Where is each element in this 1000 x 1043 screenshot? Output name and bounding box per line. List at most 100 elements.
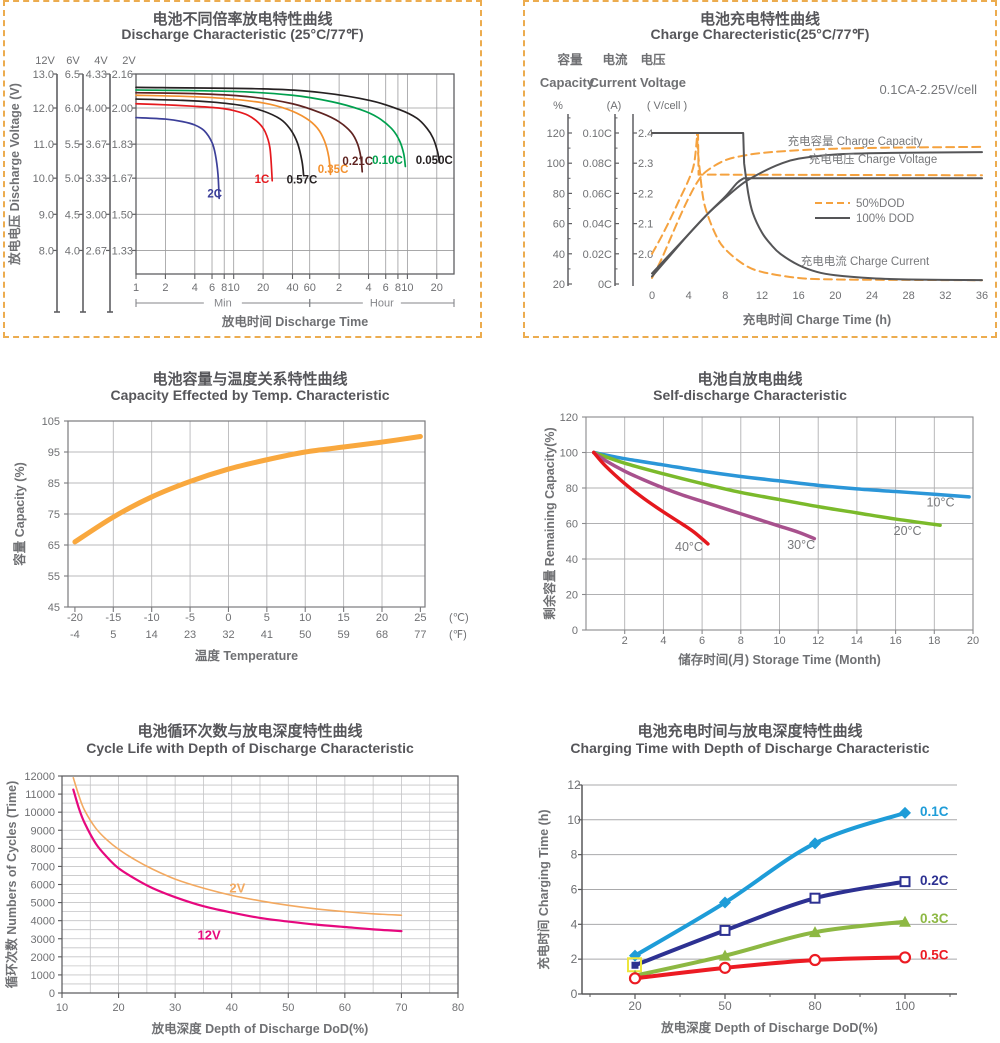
yaxis-tick: 1.33	[112, 245, 133, 257]
y-tick: 4000	[31, 916, 55, 928]
charge-axis-tick: 2.3	[638, 158, 653, 170]
charge-x-tick: 24	[866, 290, 878, 302]
cycle-life-title-en: Cycle Life with Depth of Discharge Chara…	[86, 740, 414, 756]
yaxis-tick: 2.67	[86, 245, 107, 257]
series-10°C	[591, 450, 971, 499]
x-tick-c: 0	[225, 612, 231, 624]
charge-x-tick: 8	[722, 290, 728, 302]
series-label-1C: 1C	[255, 174, 270, 186]
x-tick-f: 23	[184, 629, 196, 641]
series-label-0.5C: 0.5C	[920, 948, 949, 963]
x-tick-c: -15	[105, 612, 121, 624]
y-tick: 40	[566, 554, 578, 566]
series-label-0.2C: 0.2C	[920, 873, 949, 888]
series-capacity-vs-temp	[72, 434, 423, 545]
y-tick: 2	[571, 952, 578, 966]
marker-square	[809, 892, 821, 904]
y-tick: 8	[571, 848, 578, 862]
temp-capacity-chart: 105 95 85 75 65 55 45 -20 -4 -15 5 -10 14 -5 23 0 32 5 41 1…	[12, 416, 469, 663]
charge-x-tick: 12	[756, 290, 768, 302]
series-current-50dod	[651, 132, 983, 282]
series-voltage-50dod	[651, 132, 983, 255]
y-tick: 4	[571, 917, 578, 931]
marker-diamond	[809, 837, 821, 850]
x-tick: 50	[718, 999, 732, 1013]
xaxis-tick-hour: 10	[401, 282, 413, 294]
x-tick-f: 68	[376, 629, 388, 641]
marker-square	[719, 924, 731, 936]
self-discharge-chart: 120 100 80 60 40 20 0 2 4 6 8 10 12 14 16 18 20 储存时间(月) S…	[542, 412, 979, 667]
yaxis-tick: 13.0	[33, 69, 54, 81]
yaxis-tick: 9.0	[39, 209, 54, 221]
legend-50%DOD: 50%DOD	[856, 198, 905, 210]
marker-triangle	[809, 926, 821, 938]
series-0.10C	[135, 89, 407, 168]
series-current-100dod	[651, 132, 983, 282]
x-tick: 40	[226, 1002, 238, 1014]
x-tick: 20	[628, 999, 642, 1013]
yaxis-tick: 2.16	[112, 69, 133, 81]
discharge-title-en: Discharge Characteristic (25°C/77℉)	[121, 26, 364, 42]
panel-self-discharge: 电池自放电曲线 Self-discharge Characteristic 12…	[500, 350, 1000, 690]
yaxis-tick: 5.0	[65, 173, 80, 185]
y-tick: 6000	[31, 880, 55, 892]
y-tick: 8000	[31, 843, 55, 855]
y-tick: 0	[571, 987, 578, 1001]
discharge-chart: 12V 6V 4V 2V 13.0 12.0 11.0 10.0 9.0 8.0 6.5 6.0 5.5…	[7, 55, 455, 329]
cap-header-zh: 容量	[556, 52, 583, 67]
x-tick: 70	[395, 1002, 407, 1014]
y-tick: 12000	[24, 771, 55, 783]
volt-header-zh: 电压	[640, 52, 666, 67]
y-tick: 120	[560, 412, 578, 424]
x-tick: 2	[622, 635, 628, 647]
y-tick: 85	[48, 478, 60, 490]
y-tick: 6	[571, 882, 578, 896]
series-1C	[135, 102, 274, 182]
y-tick: 80	[566, 483, 578, 495]
series-label-12V: 12V	[198, 928, 221, 943]
series-30°C	[591, 450, 817, 541]
discharge-title-zh: 电池不同倍率放电特性曲线	[152, 11, 333, 28]
yaxis-tick: 1.67	[112, 173, 133, 185]
y-tick: 10	[567, 813, 581, 827]
xaxis-tick-hour: 6	[383, 282, 389, 294]
xaxis-tick-min: 6	[209, 282, 215, 294]
series-label-2V: 2V	[229, 881, 245, 896]
charge-x-tick: 16	[793, 290, 805, 302]
yaxis-tick: 4.5	[65, 209, 80, 221]
xaxis-tick-min: 20	[257, 282, 269, 294]
marker-diamond	[629, 949, 641, 962]
charge-axis-tick: 100	[547, 158, 565, 170]
x-tick-c: 15	[337, 612, 349, 624]
xaxis-tick-hour: 2	[336, 282, 342, 294]
series-voltage-100dod	[651, 177, 983, 275]
x-axis-title: 放电深度 Depth of Discharge DoD(%)	[660, 1020, 878, 1035]
series-label-0.57C: 0.57C	[287, 174, 318, 186]
series-capacity-50dod	[651, 145, 983, 279]
marker-triangle	[719, 949, 731, 961]
y-tick: 105	[42, 416, 60, 428]
charge-axis-tick: 80	[553, 188, 565, 200]
temp-plot: 105 95 85 75 65 55 45 -20 -4 -15 5 -10 14 -5 23 0 32 5 41 1…	[12, 416, 469, 663]
x-tick-c: -5	[185, 612, 195, 624]
series-20°C	[591, 450, 942, 528]
x-tick-c: 20	[376, 612, 388, 624]
y-tick: 10000	[24, 807, 55, 819]
cycle-life-chart: 1200011000100009000800070006000500040003…	[4, 771, 464, 1036]
yaxis-tick: 11.0	[33, 139, 54, 151]
x-tick: 80	[808, 999, 822, 1013]
unit-c: (℃)	[449, 612, 469, 624]
panel-charging-time: 电池充电时间与放电深度特性曲线 Charging Time with Depth…	[500, 690, 1000, 1043]
y-tick: 20	[566, 590, 578, 602]
xaxis-tick-min: 1	[133, 282, 139, 294]
marker-square-filled	[631, 961, 639, 969]
x-tick: 12	[812, 635, 824, 647]
x-tick: 4	[660, 635, 666, 647]
xaxis-tick-hour: 8	[395, 282, 401, 294]
y-tick: 2000	[31, 952, 55, 964]
y-tick: 95	[48, 447, 60, 459]
series-0.5C	[633, 955, 907, 981]
curve-label: 充电电流 Charge Current	[801, 254, 930, 268]
charge-axis-tick: 0.04C	[583, 219, 612, 231]
